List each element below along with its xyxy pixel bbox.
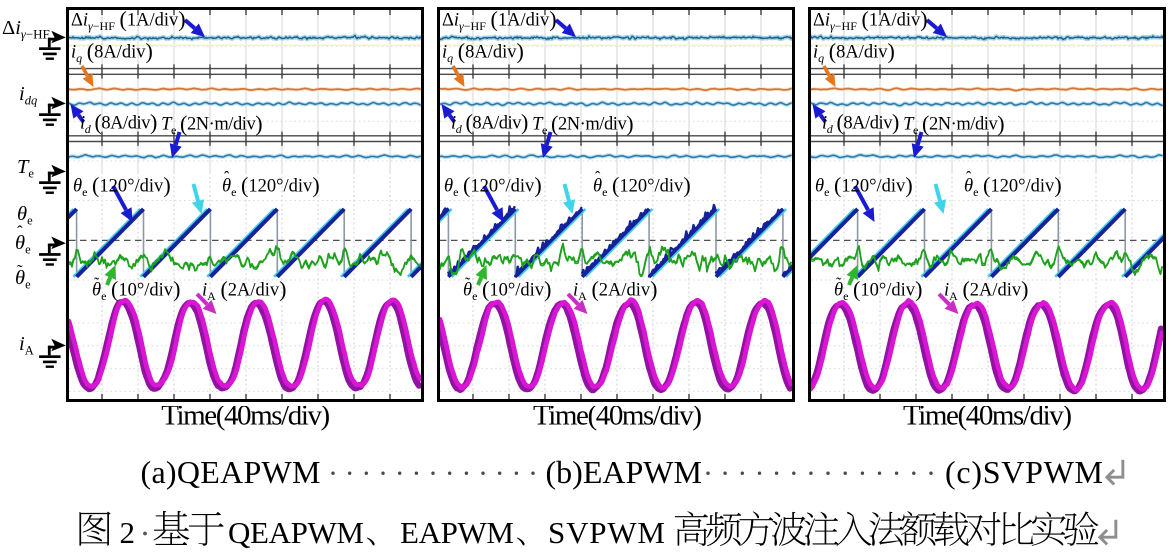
svg-text:˜: ˜ bbox=[17, 262, 23, 281]
svg-text:˜: ˜ bbox=[465, 275, 471, 292]
svg-text:Δiγ−HF: Δiγ−HF bbox=[2, 17, 50, 42]
svg-text:Time(40ms/div): Time(40ms/div) bbox=[533, 406, 702, 431]
svg-text:iA (2A/div): iA (2A/div) bbox=[573, 277, 657, 303]
svg-text:θe (120°/div): θe (120°/div) bbox=[964, 173, 1062, 199]
svg-text:(a)QEAPWM: (a)QEAPWM bbox=[141, 454, 321, 490]
svg-text:θe (120°/div): θe (120°/div) bbox=[593, 173, 691, 199]
svg-text:ˆ: ˆ bbox=[17, 223, 23, 242]
svg-text:SVPWM: SVPWM bbox=[548, 515, 665, 550]
svg-text:id (8A/div) Te (2N·m/div): id (8A/div) Te (2N·m/div) bbox=[822, 110, 1004, 138]
svg-text:θe (120°/div): θe (120°/div) bbox=[222, 173, 320, 199]
svg-text:θe: θe bbox=[15, 267, 31, 292]
svg-text:Time(40ms/div): Time(40ms/div) bbox=[161, 406, 330, 431]
svg-text:˜: ˜ bbox=[94, 275, 100, 292]
svg-text:˜: ˜ bbox=[836, 275, 842, 292]
svg-text:θe (120°/div): θe (120°/div) bbox=[444, 173, 542, 199]
svg-text:idq: idq bbox=[19, 83, 37, 108]
svg-text:θe (10°/div): θe (10°/div) bbox=[834, 277, 922, 303]
svg-text:θe (120°/div): θe (120°/div) bbox=[815, 173, 913, 199]
svg-text:θe (120°/div): θe (120°/div) bbox=[73, 173, 171, 199]
svg-text:Δiγ−HF (1A/div): Δiγ−HF (1A/div) bbox=[813, 7, 928, 33]
svg-text:Time(40ms/div): Time(40ms/div) bbox=[903, 406, 1072, 431]
svg-text:(c)SVPWM: (c)SVPWM bbox=[945, 454, 1103, 490]
svg-text:θe: θe bbox=[15, 232, 31, 257]
svg-text:iq (8A/div): iq (8A/div) bbox=[71, 39, 153, 65]
svg-text:iq (8A/div): iq (8A/div) bbox=[442, 39, 524, 65]
svg-text:θe (10°/div): θe (10°/div) bbox=[463, 277, 551, 303]
svg-text:iA (2A/div): iA (2A/div) bbox=[944, 277, 1028, 303]
svg-text:θe: θe bbox=[17, 203, 33, 228]
svg-text:iA (2A/div): iA (2A/div) bbox=[202, 277, 286, 303]
svg-text:iA: iA bbox=[19, 333, 34, 358]
svg-text:θe (10°/div): θe (10°/div) bbox=[92, 277, 180, 303]
svg-text:ˆ: ˆ bbox=[966, 169, 972, 186]
svg-text:id (8A/div) Te (2N·m/div): id (8A/div) Te (2N·m/div) bbox=[451, 110, 633, 138]
svg-text:(b)EAPWM: (b)EAPWM bbox=[546, 454, 702, 490]
svg-text:iq (8A/div): iq (8A/div) bbox=[813, 39, 895, 65]
svg-text:2: 2 bbox=[120, 515, 136, 550]
svg-text:Δiγ−HF (1A/div): Δiγ−HF (1A/div) bbox=[71, 7, 186, 33]
svg-text:ˆ: ˆ bbox=[595, 169, 601, 186]
svg-text:Δiγ−HF (1A/div): Δiγ−HF (1A/div) bbox=[442, 7, 557, 33]
svg-text:QEAPWM: QEAPWM bbox=[228, 515, 364, 550]
svg-text:Te: Te bbox=[17, 156, 34, 181]
svg-text:id (8A/div) Te (2N·m/div): id (8A/div) Te (2N·m/div) bbox=[80, 110, 262, 138]
svg-text:EAPWM: EAPWM bbox=[400, 515, 514, 550]
svg-text:ˆ: ˆ bbox=[224, 169, 230, 186]
